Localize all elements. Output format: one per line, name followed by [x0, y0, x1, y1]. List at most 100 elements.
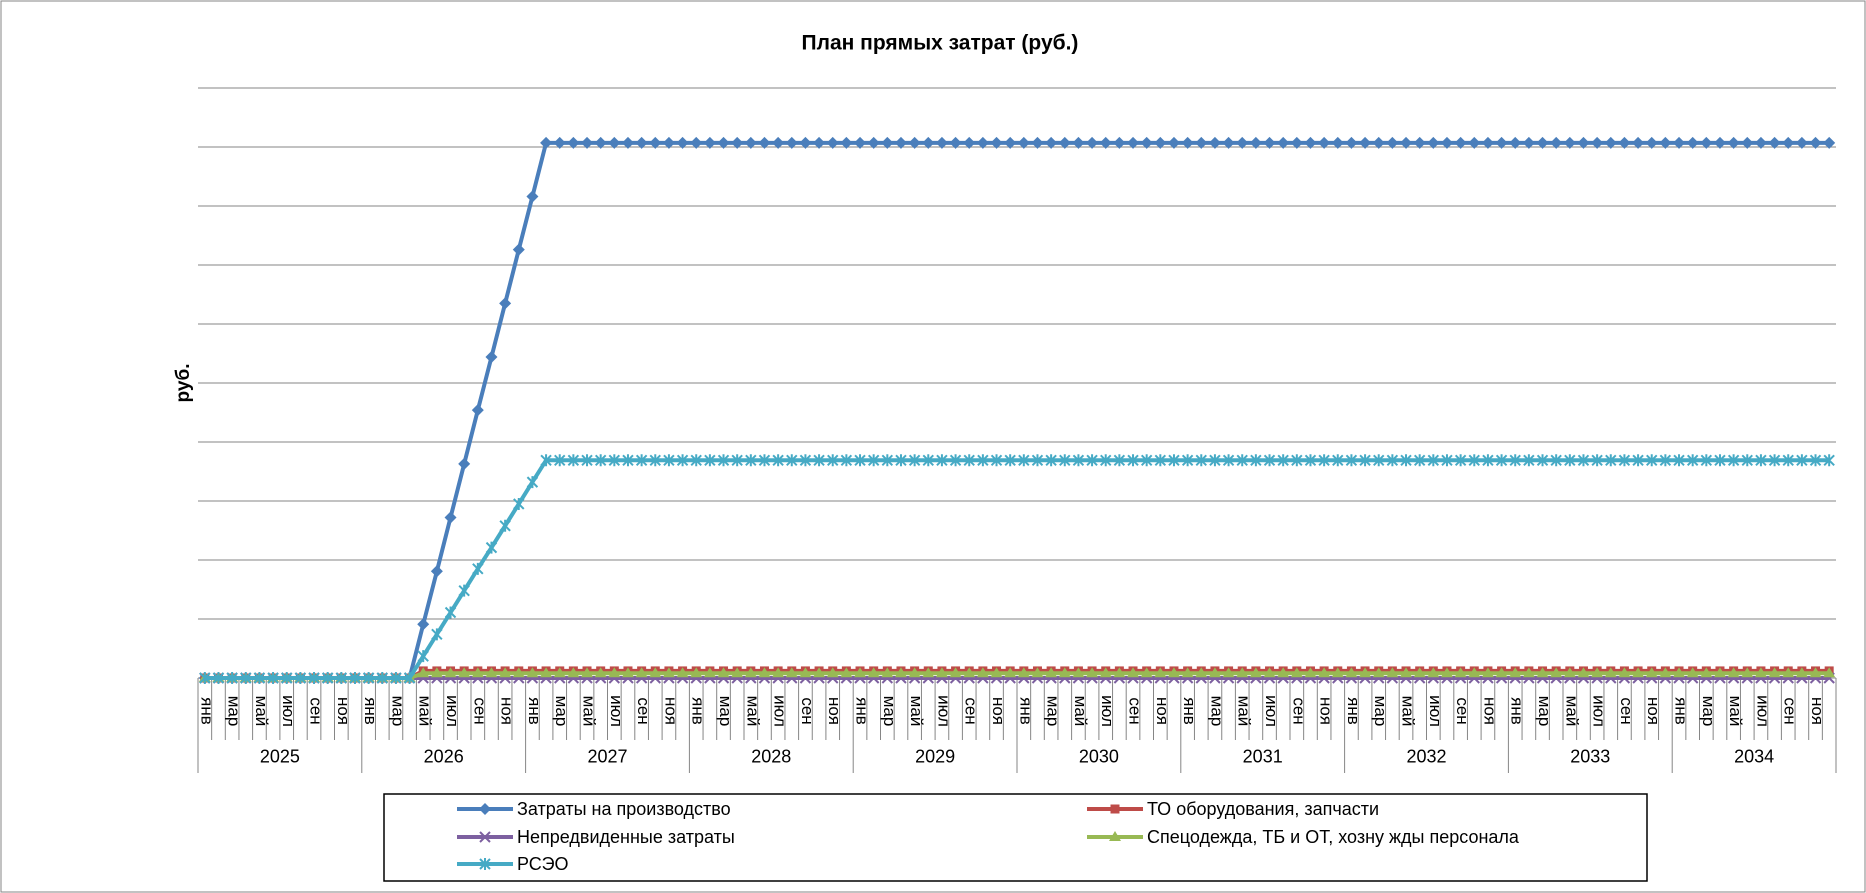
marker	[1591, 454, 1603, 467]
marker	[1018, 454, 1030, 467]
marker	[663, 454, 675, 467]
marker	[1782, 667, 1795, 678]
marker	[458, 667, 471, 678]
marker	[1441, 454, 1453, 467]
marker	[1413, 667, 1426, 678]
marker	[458, 457, 471, 470]
marker	[990, 667, 1003, 678]
marker	[417, 618, 430, 631]
marker	[1236, 667, 1249, 678]
marker	[1591, 667, 1604, 678]
marker	[1277, 136, 1290, 149]
marker	[1782, 136, 1795, 149]
x-tick-label: май	[1562, 696, 1581, 727]
marker	[1536, 454, 1549, 467]
marker	[621, 667, 634, 678]
marker	[1509, 667, 1522, 678]
marker	[499, 667, 512, 678]
marker	[1413, 136, 1426, 149]
x-tick-label: май	[252, 696, 271, 727]
x-tick-label: ноя	[1808, 697, 1827, 725]
marker	[717, 667, 730, 678]
x-tick-label: ноя	[334, 697, 353, 725]
marker	[1741, 454, 1753, 467]
x-group-label: 2034	[1734, 746, 1774, 766]
marker	[662, 667, 675, 678]
marker	[1058, 136, 1071, 149]
marker	[1331, 136, 1344, 149]
marker	[526, 476, 539, 489]
marker	[1263, 667, 1276, 678]
marker	[1427, 667, 1440, 678]
marker	[581, 454, 593, 467]
x-tick-label: май	[1399, 696, 1418, 727]
marker	[990, 136, 1003, 149]
marker	[1372, 136, 1385, 149]
marker	[1045, 667, 1058, 678]
marker	[1809, 667, 1822, 678]
legend-label: Затраты на производство	[517, 799, 731, 819]
marker	[1400, 454, 1412, 467]
marker	[1140, 136, 1153, 149]
marker	[1823, 667, 1836, 678]
marker	[1604, 136, 1617, 149]
marker	[1222, 667, 1235, 678]
marker	[1618, 136, 1631, 149]
x-tick-label: ноя	[661, 697, 680, 725]
marker	[1645, 667, 1658, 678]
marker	[799, 136, 812, 149]
marker	[1263, 454, 1276, 467]
marker	[1727, 667, 1740, 678]
marker	[1495, 136, 1508, 149]
legend-label: ТО оборудования, запчасти	[1147, 799, 1379, 819]
x-group-label: 2027	[587, 746, 627, 766]
marker	[963, 136, 976, 149]
marker	[690, 136, 703, 149]
x-tick-label: янв	[1344, 697, 1363, 725]
marker	[1373, 454, 1385, 467]
x-tick-label: июл	[934, 695, 953, 727]
marker	[894, 136, 907, 149]
marker	[881, 454, 894, 467]
x-tick-label: мар	[1699, 696, 1718, 727]
marker	[1427, 136, 1440, 149]
x-tick-label: янв	[853, 697, 872, 725]
marker	[1714, 454, 1726, 467]
marker	[758, 454, 771, 467]
marker	[1195, 667, 1208, 678]
marker	[1536, 136, 1549, 149]
marker	[867, 454, 880, 467]
marker	[813, 136, 826, 149]
marker	[717, 136, 730, 149]
marker	[1031, 136, 1044, 149]
y-axis-label: руб.	[173, 364, 194, 403]
marker	[444, 511, 457, 524]
marker	[1277, 454, 1289, 467]
legend-label: РСЭО	[517, 854, 569, 874]
x-tick-label: июл	[607, 695, 626, 727]
marker	[1823, 454, 1835, 467]
marker	[1659, 667, 1672, 678]
x-tick-label: янв	[361, 697, 380, 725]
legend-label: Непредвиденные затраты	[517, 827, 735, 847]
marker	[1208, 667, 1221, 678]
marker	[479, 803, 491, 815]
marker	[854, 136, 867, 149]
marker	[1031, 454, 1044, 467]
marker	[635, 667, 648, 678]
marker	[417, 667, 430, 678]
marker	[1099, 136, 1112, 149]
marker	[1386, 136, 1399, 149]
marker	[1195, 454, 1207, 467]
marker	[1222, 136, 1235, 149]
marker	[772, 136, 785, 149]
marker	[1086, 136, 1099, 149]
marker	[608, 454, 621, 467]
marker	[690, 667, 703, 678]
marker	[963, 454, 975, 467]
marker	[935, 136, 948, 149]
marker	[485, 351, 498, 364]
marker	[1345, 667, 1358, 678]
marker	[281, 672, 293, 684]
